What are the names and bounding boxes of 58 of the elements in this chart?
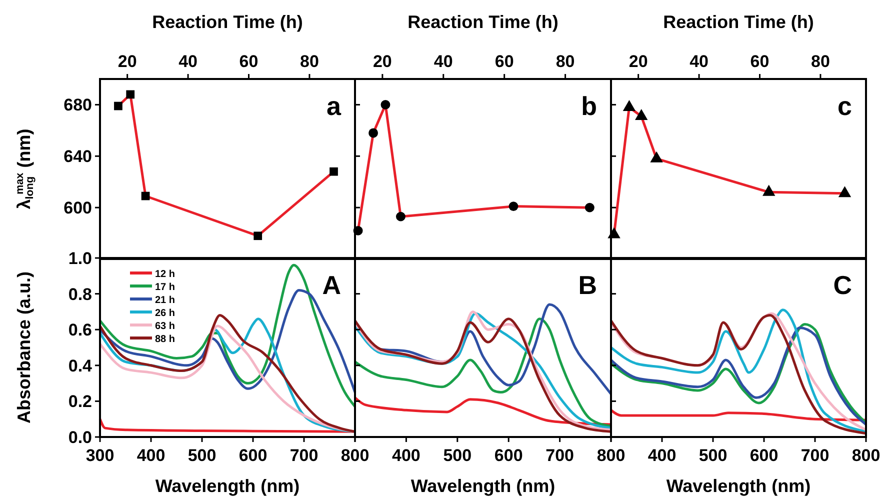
x-tick-label: 400: [648, 446, 676, 465]
y-tick-label: 0.6: [68, 320, 92, 340]
text: a: [326, 91, 342, 121]
x-axis-title: Reaction Time (h): [408, 12, 558, 32]
x-tick-label: 600: [750, 446, 778, 465]
x-tick-label: 60: [239, 52, 258, 71]
legend-label: 88 h: [155, 334, 176, 345]
x-tick-label: 700: [546, 446, 574, 465]
x-tick-label: 700: [290, 446, 318, 465]
text: B: [578, 270, 597, 300]
y-axis-title: Absorbance (a.u.): [14, 271, 34, 424]
y-tick-label: 0.0: [68, 428, 92, 447]
text: A: [322, 270, 342, 300]
x-tick-label: 500: [443, 446, 472, 465]
x-tick-label: 500: [698, 446, 728, 465]
x-tick-label: 20: [372, 52, 392, 71]
x-tick-label: 700: [800, 446, 830, 465]
x-tick-label: 60: [750, 52, 770, 71]
y-tick-label: 1.0: [68, 249, 92, 268]
x-axis-title: Wavelength (nm): [666, 476, 811, 496]
line-series: [98, 418, 356, 433]
y-tick-label: 0.8: [68, 284, 92, 304]
y-tick-label: 600: [64, 198, 92, 218]
x-tick-label: 600: [238, 446, 268, 465]
x-tick-label: 40: [690, 52, 708, 71]
y-tick-label: 640: [64, 147, 92, 166]
x-tick-label: 300: [86, 446, 114, 465]
x-tick-label: 60: [494, 52, 514, 71]
line-series: [98, 264, 356, 408]
x-tick-label: 800: [340, 446, 370, 465]
x-axis-title: Wavelength (nm): [155, 476, 300, 496]
text: b: [581, 91, 597, 121]
y-tick-label: 0.2: [68, 392, 92, 412]
y-tick-label: 0.4: [68, 356, 93, 376]
x-axis-title: Wavelength (nm): [410, 476, 556, 496]
x-tick-label: 20: [628, 52, 648, 71]
legend-label: 12 h: [155, 269, 176, 280]
text: c: [838, 91, 852, 121]
x-tick-label: 80: [556, 52, 575, 71]
legend-label: 17 h: [155, 282, 176, 293]
x-tick-label: 80: [811, 52, 830, 71]
x-tick-label: 800: [852, 446, 880, 465]
y-tick-label: 680: [64, 96, 92, 115]
x-tick-label: 400: [136, 446, 166, 465]
x-tick-label: 40: [434, 52, 453, 71]
legend-label: 21 h: [155, 295, 176, 306]
x-tick-label: 40: [178, 52, 198, 71]
legend-label: 63 h: [155, 321, 176, 332]
x-tick-label: 400: [392, 446, 420, 465]
x-tick-label: 80: [300, 52, 319, 71]
x-axis-title: Reaction Time (h): [663, 12, 814, 32]
x-tick-label: 600: [494, 446, 523, 465]
legend-label: 26 h: [155, 308, 176, 319]
x-tick-label: 500: [188, 446, 216, 465]
x-tick-label: 800: [596, 446, 626, 465]
text: C: [833, 270, 852, 300]
x-axis-title: Reaction Time (h): [152, 12, 303, 32]
x-tick-label: 20: [118, 52, 137, 71]
